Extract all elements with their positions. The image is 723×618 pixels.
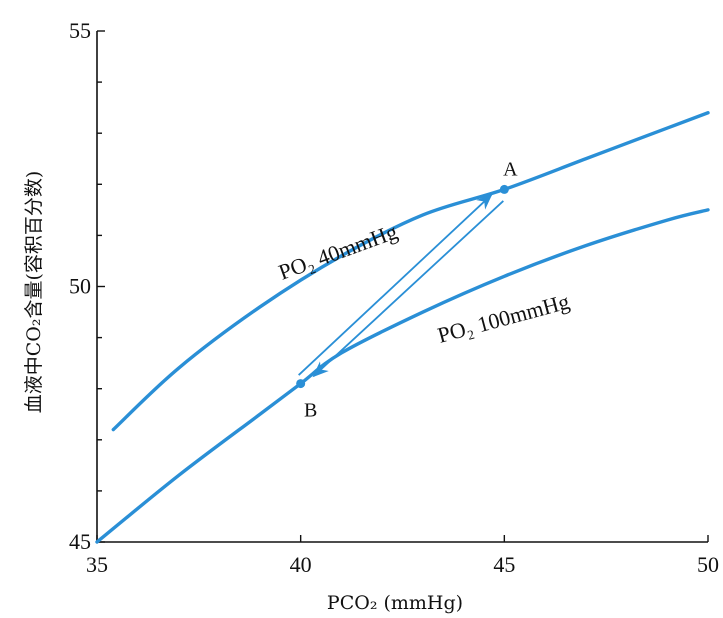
curve-labels: PO₂ 40mmHg PO₂ 100mmHg [275, 219, 572, 348]
y-ticks: 45 50 55 [69, 18, 105, 554]
arrows [298, 193, 504, 378]
x-tick-label: 50 [697, 552, 719, 577]
curve-po2-100 [95, 208, 710, 544]
x-ticks: 35 40 45 50 [86, 535, 719, 577]
curve-po2-40 [111, 111, 710, 432]
curve-label-po2-40: PO₂ 40mmHg [275, 219, 400, 285]
y-axis-title: 血液中CO₂含量(容积百分数) [23, 171, 45, 414]
x-tick-label: 40 [290, 552, 312, 577]
x-axis-title: PCO₂ (mmHg) [327, 592, 463, 614]
curves [95, 111, 710, 544]
point-label-b: B [304, 400, 317, 422]
x-tick-label: 45 [493, 552, 515, 577]
point-a [499, 184, 509, 194]
points: AB [296, 158, 518, 422]
arrow-b-to-a [298, 193, 493, 376]
y-tick-label: 50 [69, 274, 91, 299]
arrow-a-to-b [312, 200, 504, 378]
x-tick-label: 35 [86, 552, 108, 577]
point-b [296, 379, 306, 389]
y-tick-label: 45 [69, 529, 91, 554]
axes [96, 31, 708, 543]
point-label-a: A [503, 158, 518, 180]
y-tick-label: 55 [69, 18, 91, 43]
